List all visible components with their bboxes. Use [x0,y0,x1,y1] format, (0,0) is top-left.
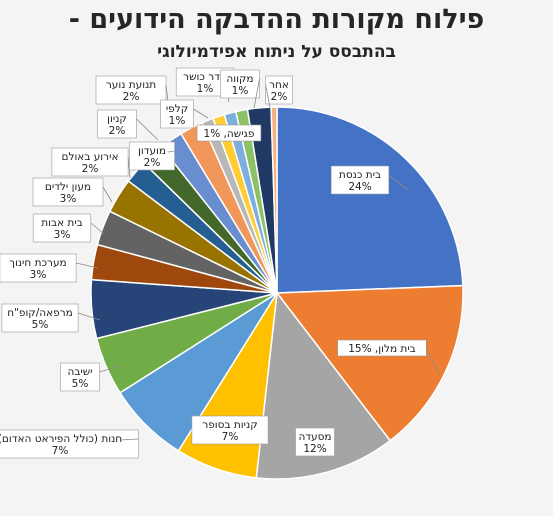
label-box [129,141,175,171]
label-box [1,303,79,333]
leader-line [167,150,175,153]
slice-label-name: מעון ילדים [45,181,91,193]
slice-label-name: מסעדה [298,431,331,443]
leader-line [425,348,441,376]
slice-label-percent: 5% [32,319,49,331]
slice-label-name: בית כנסת [339,169,381,181]
leader-line [265,84,271,109]
slice-label-percent: 12% [303,443,326,455]
slice-label-percent: 5% [72,378,89,390]
leader-line [136,118,159,141]
slice-label-percent: 1% [197,83,214,95]
slice-label-percent: 2% [144,157,161,169]
slice-label-name: אירוע באולם [62,151,119,163]
pie-slice [275,284,464,442]
slice-label-percent: 2% [109,125,126,137]
slice-label-name: מערכת חינוך [9,257,66,269]
slice-label-percent: 3% [30,269,47,281]
leader-line [127,156,131,179]
leader-line [102,186,113,203]
label-box [51,147,129,177]
leader-line [77,312,101,321]
slice-label-name: תנועת נוער [106,79,156,91]
slice-label-percent: 2% [271,91,288,103]
slice-label-name: מקווה [226,73,253,85]
slice-label-name: אחר [269,79,289,91]
slice-label-name: בית מלון, 15% [348,343,416,355]
slice-label-percent: 7% [52,445,69,457]
label-box [220,69,260,99]
pie-slice [255,291,392,480]
slice-label-percent: 1% [169,115,186,127]
slice-label-name: מועדון [138,145,166,157]
label-box [191,415,269,445]
label-box [330,165,390,195]
label-box [97,109,137,139]
slice-label-name: קניון [107,113,127,125]
slice-label-percent: 2% [82,163,99,175]
slice-label-name: ישיבה [67,366,92,378]
leader-line [193,108,209,119]
label-box [196,124,262,142]
slice-label-name: קניות בסופר [202,419,257,431]
leader-line [388,174,409,191]
label-box [32,177,104,207]
chart-title: פילוח מקורות ההדבקה הידועים - [68,4,485,35]
slice-label-percent: 3% [60,193,77,205]
slice-label: בית מלון, 15% [337,339,441,376]
slice-label-name: חדר כושר [183,71,227,83]
leader-line [99,365,121,373]
slice-label-percent: 1% [232,85,249,97]
slice-label-percent: 7% [222,431,239,443]
slice-label: חנות (כולל הפיראט האדום)7% [0,429,139,459]
label-box [95,75,167,105]
label-box [0,429,139,459]
pie-slice [270,106,278,294]
slice-label: פגישה, 1% [196,124,262,142]
label-box [337,339,427,357]
slice-label-name: בית אבות [41,217,83,229]
slice-label: מרפאה/קופ"ח5% [1,303,101,333]
slice-label-name: קלפי [166,103,188,115]
label-box [295,427,335,457]
label-box [265,75,293,105]
pie-slice [276,106,464,294]
slice-label-percent: 3% [54,229,71,241]
chart-subtitle: בהתבסס על ניתוח אפידמיולוגי [157,42,396,62]
leader-line [90,222,105,235]
slice-label-percent: 2% [123,91,140,103]
label-box [32,213,92,243]
leader-line [119,438,139,441]
label-box [0,253,77,283]
leader-line [76,262,99,269]
slice-label-name: מרפאה/קופ"ח [7,307,73,319]
slice-label-percent: 24% [348,181,371,193]
leader-line [253,78,260,109]
label-box [160,99,194,129]
slice-label-name: פגישה, 1% [204,128,255,140]
label-box [60,362,100,392]
slice-label-name: חנות (כולל הפיראט האדום) [0,433,122,445]
